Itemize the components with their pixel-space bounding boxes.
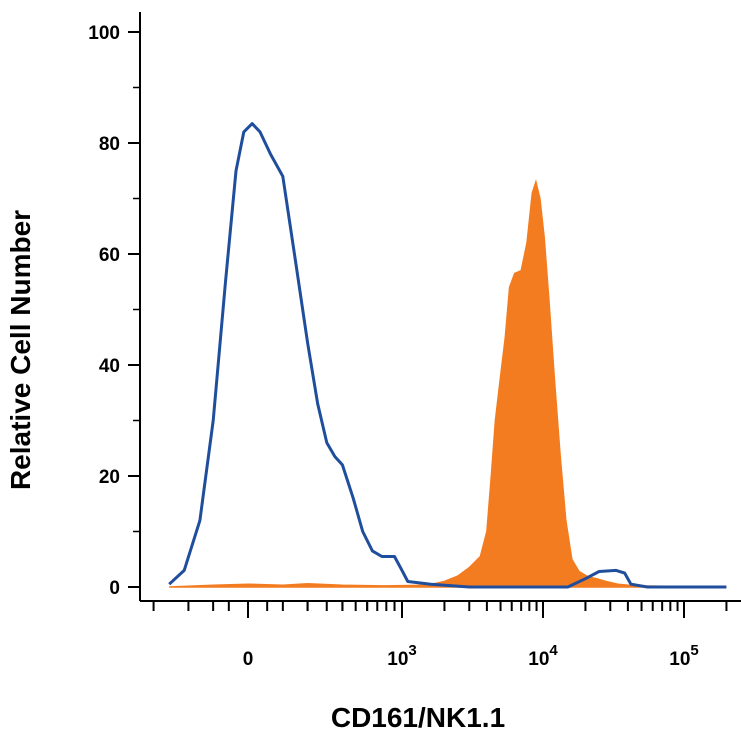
x-tick-label: 103 <box>387 642 416 670</box>
x-axis-title: CD161/NK1.1 <box>331 702 505 733</box>
series-outline-histogram <box>168 122 727 589</box>
y-tick-label: 20 <box>99 467 120 488</box>
axes-layer: 0 20 40 60 80 100 0 103 104 105 <box>88 12 741 670</box>
y-axis-title: Relative Cell Number <box>5 210 36 490</box>
x-tick-label: 0 <box>243 649 254 670</box>
y-tick-label: 40 <box>99 356 120 377</box>
y-tick-label: 60 <box>99 245 120 266</box>
x-tick-label: 105 <box>669 642 698 670</box>
y-tick-label: 80 <box>99 134 120 155</box>
y-tick-label: 0 <box>109 578 120 599</box>
series-layer <box>168 122 727 589</box>
x-tick-label: 104 <box>528 642 558 670</box>
y-tick-label: 100 <box>88 23 120 44</box>
series-filled-histogram <box>169 179 727 588</box>
